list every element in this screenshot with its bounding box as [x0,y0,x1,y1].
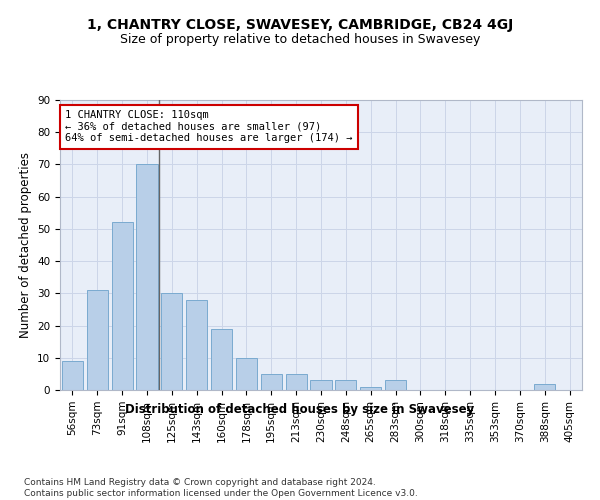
Text: Size of property relative to detached houses in Swavesey: Size of property relative to detached ho… [120,32,480,46]
Bar [360,387,381,390]
Bar [87,290,108,390]
Y-axis label: Number of detached properties: Number of detached properties [19,152,32,338]
Bar [335,380,356,390]
Bar [261,374,282,390]
Text: 1, CHANTRY CLOSE, SWAVESEY, CAMBRIDGE, CB24 4GJ: 1, CHANTRY CLOSE, SWAVESEY, CAMBRIDGE, C… [87,18,513,32]
Bar [186,300,207,390]
Bar [310,380,332,390]
Bar [161,294,182,390]
Text: Contains HM Land Registry data © Crown copyright and database right 2024.
Contai: Contains HM Land Registry data © Crown c… [24,478,418,498]
Bar [534,384,555,390]
Bar [62,361,83,390]
Bar [136,164,158,390]
Bar [112,222,133,390]
Bar [236,358,257,390]
Bar [211,329,232,390]
Text: Distribution of detached houses by size in Swavesey: Distribution of detached houses by size … [125,402,475,415]
Bar [286,374,307,390]
Bar [385,380,406,390]
Text: 1 CHANTRY CLOSE: 110sqm
← 36% of detached houses are smaller (97)
64% of semi-de: 1 CHANTRY CLOSE: 110sqm ← 36% of detache… [65,110,353,144]
